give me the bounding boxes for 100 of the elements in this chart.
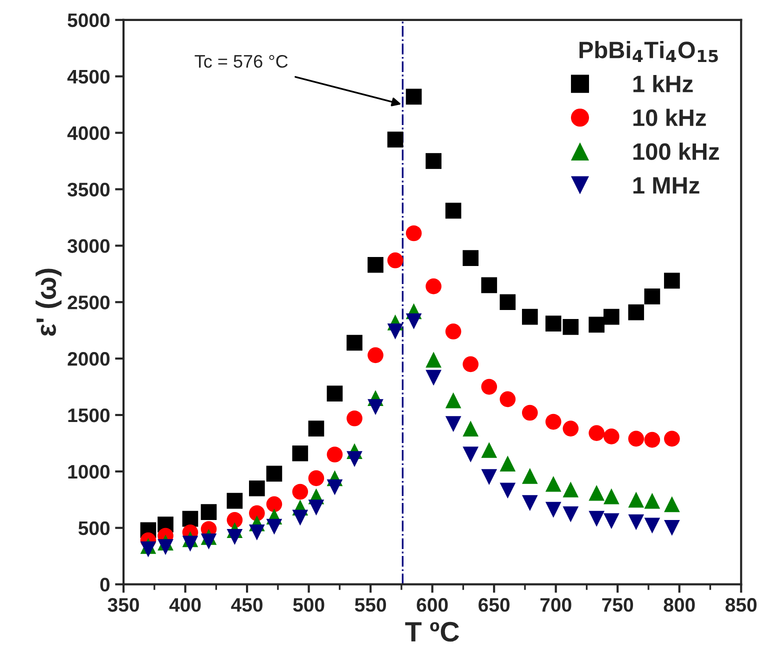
legend-label: 100 kHz xyxy=(633,142,720,160)
legend-title: PbBi$_{4}$Ti$_{4}$O$_{15}$ xyxy=(580,41,718,62)
point xyxy=(545,476,562,492)
point xyxy=(158,539,174,555)
point xyxy=(182,536,198,552)
point xyxy=(308,500,324,516)
x-tick-label: 500 xyxy=(293,598,324,612)
point xyxy=(140,541,156,558)
x-tick-label: 550 xyxy=(354,598,386,612)
y-tick-label: 4500 xyxy=(67,70,110,84)
point xyxy=(545,502,562,518)
point xyxy=(445,392,462,408)
point xyxy=(406,225,422,242)
point xyxy=(292,484,308,500)
point xyxy=(500,391,516,408)
point xyxy=(445,416,462,432)
point xyxy=(462,446,479,462)
x-tick-label: 450 xyxy=(231,598,262,612)
point xyxy=(308,470,324,486)
point xyxy=(664,496,680,512)
point xyxy=(406,313,422,330)
point xyxy=(462,356,479,372)
point xyxy=(266,518,282,535)
point xyxy=(249,480,265,496)
point xyxy=(266,466,282,482)
point xyxy=(426,153,442,169)
y-tick-label: 2000 xyxy=(68,352,110,366)
point xyxy=(545,414,562,430)
y-tick-label: 2500 xyxy=(68,296,110,310)
y-tick-label: 3000 xyxy=(68,239,110,253)
point xyxy=(406,88,422,105)
y-tick-label: 1000 xyxy=(68,464,110,479)
point xyxy=(562,506,579,522)
point xyxy=(664,272,680,289)
point xyxy=(562,482,579,498)
point xyxy=(368,399,384,416)
point xyxy=(500,482,516,499)
point xyxy=(644,492,660,509)
point xyxy=(426,352,442,368)
point xyxy=(562,420,579,436)
legend-label: 10 kHz xyxy=(633,108,706,126)
point xyxy=(644,518,660,534)
point xyxy=(588,316,605,333)
point xyxy=(481,378,498,395)
point xyxy=(644,288,660,304)
point xyxy=(604,488,620,504)
point xyxy=(426,278,442,294)
point xyxy=(292,445,308,462)
point xyxy=(522,308,538,325)
point xyxy=(462,250,479,266)
point xyxy=(481,442,498,458)
legend-label: 1 kHz xyxy=(633,74,693,92)
point xyxy=(445,202,462,219)
point xyxy=(387,324,404,340)
y-tick-label: 0 xyxy=(100,578,110,592)
point xyxy=(326,479,343,496)
x-tick-label: 850 xyxy=(726,598,757,612)
point xyxy=(588,510,605,527)
point xyxy=(249,505,265,522)
point xyxy=(326,386,343,402)
legend-label: 1 MHz xyxy=(633,177,700,194)
point xyxy=(292,510,308,526)
point xyxy=(200,534,217,550)
point xyxy=(644,432,660,448)
point xyxy=(368,256,384,273)
x-tick-label: 650 xyxy=(478,598,510,612)
point xyxy=(249,524,265,540)
x-tick-label: 800 xyxy=(664,598,695,612)
x-axis-title: T ºC xyxy=(405,622,460,642)
point xyxy=(308,420,324,436)
point xyxy=(545,316,562,332)
x-tick-label: 700 xyxy=(540,598,572,612)
point xyxy=(346,451,362,467)
point xyxy=(481,277,498,294)
point xyxy=(346,410,362,426)
point xyxy=(500,294,516,310)
point xyxy=(604,513,620,530)
annotation: Tc = 576 °C xyxy=(194,54,288,68)
point xyxy=(628,514,644,530)
x-tick-label: 350 xyxy=(108,598,139,612)
point xyxy=(182,510,198,527)
point xyxy=(266,496,282,512)
point xyxy=(588,484,605,501)
point xyxy=(368,347,384,364)
point xyxy=(604,308,620,325)
y-tick-label: 5000 xyxy=(68,13,110,28)
point xyxy=(500,456,516,472)
point xyxy=(522,404,538,421)
point xyxy=(226,512,243,528)
point xyxy=(462,420,479,436)
point xyxy=(604,428,620,444)
point xyxy=(664,520,680,536)
point xyxy=(346,334,362,351)
x-tick-label: 400 xyxy=(169,598,201,612)
point xyxy=(200,504,217,520)
point xyxy=(522,468,538,484)
point xyxy=(445,324,462,340)
point xyxy=(588,425,605,441)
point xyxy=(387,252,404,268)
y-tick-label: 500 xyxy=(78,521,110,536)
